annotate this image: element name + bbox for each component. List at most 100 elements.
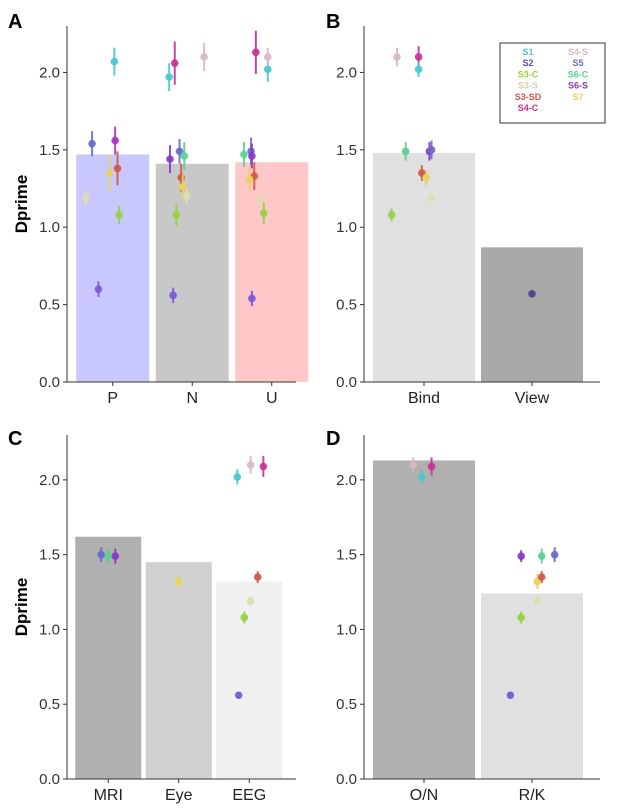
data-point [94,281,103,297]
y-tick-label: 0.5 [39,696,60,713]
y-tick-label: 0.0 [39,771,60,788]
x-tick-label: MRI [94,787,123,804]
point-marker [169,291,177,300]
point-marker [248,152,256,160]
data-point [165,63,173,92]
point-marker [178,183,187,191]
point-marker [427,462,436,471]
point-marker [259,462,268,471]
point-marker [427,194,436,202]
panel-d: D 0.0 0.5 1.0 1.5 2.0 O/N R/K [326,428,600,804]
point-marker [246,597,255,605]
bar-mri [75,536,142,779]
x-tick-label: P [107,390,118,407]
x-tick-label: Bind [408,390,440,407]
data-point [240,611,249,624]
point-marker [550,550,559,559]
point-marker [200,53,208,61]
y-tick-label: 1.0 [39,219,60,236]
y-tick-label: 1.5 [39,547,60,564]
bar-p [76,154,150,382]
point-marker [409,461,418,469]
data-point [256,193,264,209]
point-marker [263,53,272,61]
legend-entry: S4-S [568,47,588,57]
x-tick-label: N [186,390,198,407]
point-marker [81,194,90,202]
data-point [387,208,396,222]
point-marker [414,65,423,74]
data-point [550,547,559,563]
point-marker [105,169,114,177]
point-marker [170,59,179,67]
y-tick-label: 0.5 [336,696,357,713]
point-marker [517,552,525,560]
data-point [414,61,423,78]
data-point [245,166,254,192]
point-marker [177,173,185,182]
data-point [393,47,401,67]
point-marker [240,150,248,159]
data-point [180,142,189,170]
y-tick-label: 2.0 [39,472,60,489]
data-point [517,550,525,563]
point-marker [256,197,264,205]
panel-letter: C [8,428,22,450]
data-point [252,30,260,74]
point-marker [246,461,255,469]
data-point [115,205,123,225]
data-point [111,548,120,564]
point-marker [401,147,410,156]
point-marker [182,192,191,201]
x-tick-label: O/N [410,787,438,804]
data-point [105,154,114,192]
point-marker [180,152,189,160]
data-point [113,151,122,186]
data-point [427,140,436,160]
y-tick-label: 1.0 [336,621,357,638]
point-marker [97,550,105,559]
panel-letter: D [326,428,340,450]
point-marker [537,573,546,581]
data-point [182,188,191,204]
data-point [259,455,268,477]
data-point [506,691,515,700]
y-tick-label: 2.0 [336,64,357,81]
y-tick-label: 0.5 [336,297,357,314]
panel-a: A 0.0 0.5 1.0 1.5 2.0 P N U Dprime [8,11,309,407]
data-point [104,548,113,564]
panel-letter: B [326,11,340,33]
legend-entry: S7 [572,92,583,102]
legend-entry: S3-SD [515,92,542,102]
legend-entry: S2 [522,58,533,68]
y-tick-label: 0.0 [336,771,357,788]
data-point [81,190,90,206]
bar-n [155,163,229,382]
point-marker [422,173,430,182]
data-point [401,142,410,161]
x-tick-label: View [515,390,550,407]
point-marker [113,164,122,173]
data-point [409,457,418,473]
y-tick-label: 0.0 [336,374,357,391]
data-point [200,43,208,71]
data-point [537,548,546,564]
legend-entry: S6-C [568,69,589,79]
legend-entry: S4-C [518,103,539,113]
bar-on [373,460,475,779]
y-tick-label: 0.0 [39,374,60,391]
x-tick-label: Eye [165,787,193,804]
point-marker [88,139,96,148]
bar-view [481,247,583,382]
y-axis-title: Dprime [12,578,31,637]
data-point [110,47,119,76]
point-marker [528,289,536,298]
bar-eeg [216,581,283,779]
legend-box [499,42,606,124]
point-marker [234,691,243,700]
x-tick-label: U [266,390,278,407]
legend-entry: S6-S [568,81,588,91]
point-marker [393,53,401,61]
point-marker [506,691,515,700]
